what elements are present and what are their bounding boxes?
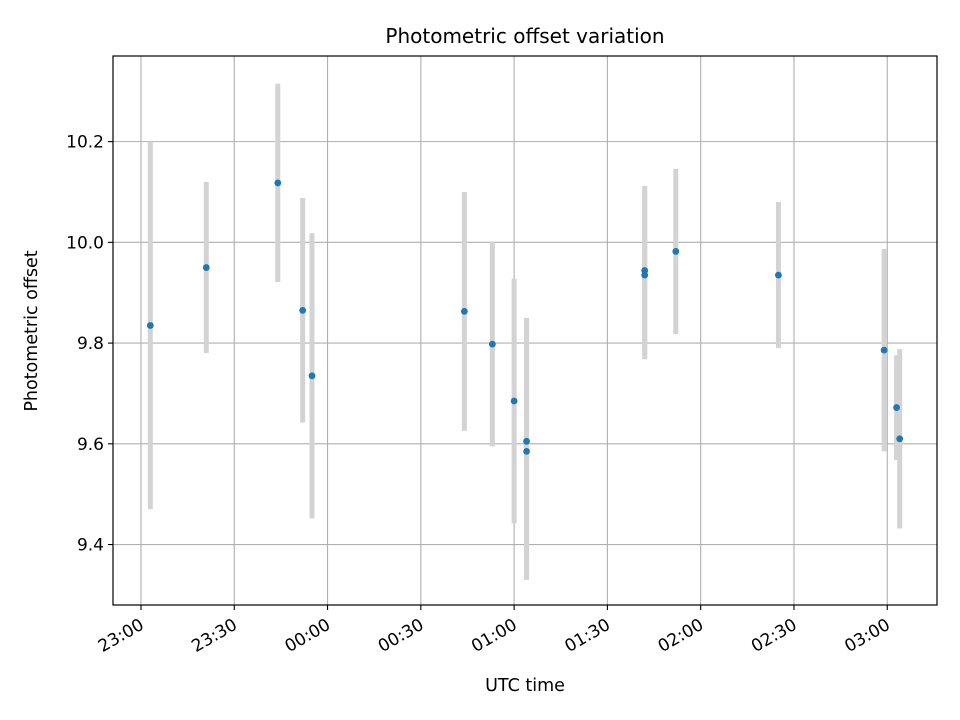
y-tick-label: 9.6 [77, 435, 104, 455]
data-point [488, 340, 496, 348]
data-point [775, 271, 782, 279]
x-tick-label: 02:00 [655, 615, 707, 657]
y-tick-label: 10.0 [66, 233, 104, 253]
y-tick-label: 10.2 [66, 133, 104, 153]
data-point [641, 271, 649, 279]
x-tick-label: 00:00 [282, 615, 334, 657]
x-tick-label: 23:30 [188, 615, 240, 657]
x-tick-label: 03:00 [841, 615, 893, 657]
x-tick-label: 01:00 [468, 615, 520, 657]
x-tick-label: 01:30 [561, 615, 613, 657]
x-axis-label: UTC time [485, 676, 565, 696]
data-point [308, 372, 316, 380]
error-bars [147, 83, 903, 580]
x-tick-label: 02:30 [748, 615, 800, 657]
data-point [510, 397, 518, 405]
plot-frame [112, 55, 938, 606]
chart-title: Photometric offset variation [385, 24, 664, 48]
x-tick-label: 00:30 [375, 615, 427, 657]
ticks: 23:00 23:30 00:00 00:30 01:00 01:30 02:00 02:30… [66, 133, 894, 657]
data-point [880, 346, 888, 354]
data-point [274, 179, 282, 187]
data-point [146, 322, 154, 329]
data-point [523, 437, 530, 445]
y-axis-label: Photometric offset [22, 250, 42, 411]
data-point [460, 307, 468, 315]
data-point [672, 248, 680, 255]
x-tick-label: 23:00 [95, 615, 147, 657]
data-point [893, 404, 900, 411]
y-tick-label: 9.8 [77, 334, 104, 354]
data-point [896, 435, 904, 443]
data-point [202, 264, 210, 271]
data-points [146, 179, 904, 455]
data-point [523, 447, 530, 455]
data-point [299, 306, 307, 314]
y-tick-label: 9.4 [77, 536, 104, 556]
